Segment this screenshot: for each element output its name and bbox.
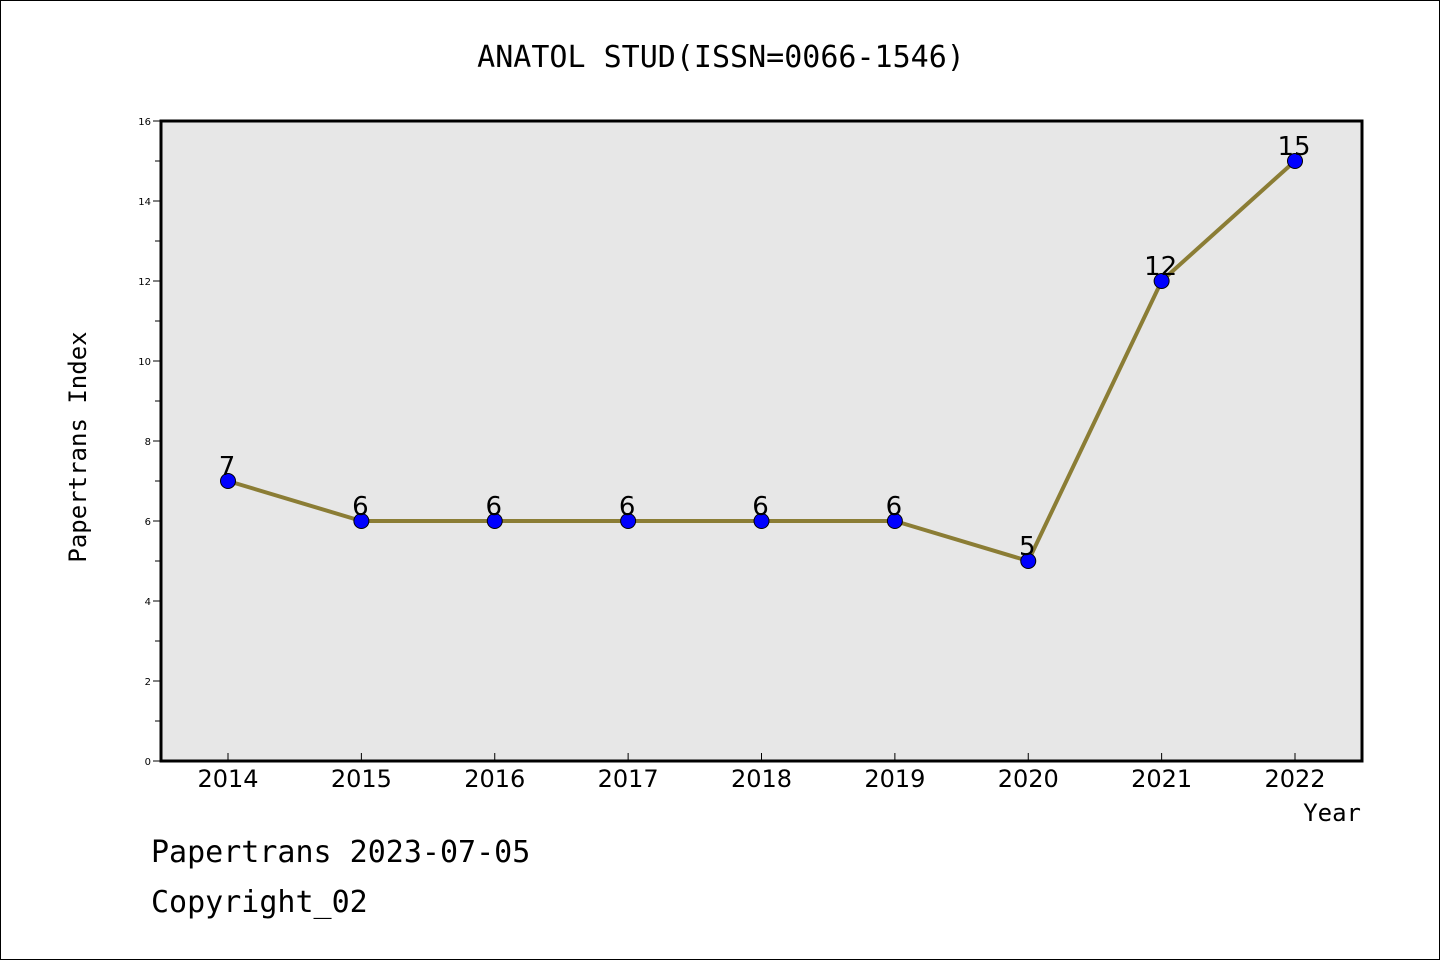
plot-border	[159, 119, 1364, 763]
data-label: 12	[1144, 252, 1177, 282]
data-label: 6	[619, 492, 636, 522]
data-point	[886, 513, 903, 529]
y-tick-label: 8	[145, 437, 151, 448]
y-axis-ticks: 0 2 4 6 8 10 12 14 16	[138, 117, 161, 768]
data-point	[220, 473, 236, 489]
data-label: 6	[485, 492, 502, 522]
x-tick-label: 2022	[1264, 765, 1325, 793]
footer-date-line: Papertrans 2023-07-05	[151, 835, 531, 870]
x-tick-label: 2018	[731, 765, 792, 793]
y-tick-label: 2	[145, 677, 151, 688]
plot-area	[161, 121, 1362, 761]
y-tick-label: 14	[138, 197, 151, 208]
data-point	[620, 513, 637, 529]
x-tick-label: 2020	[998, 765, 1059, 793]
chart-title: ANATOL STUD(ISSN=0066-1546)	[477, 40, 965, 75]
x-tick-label: 2017	[598, 765, 659, 793]
y-tick-label: 4	[145, 597, 151, 608]
data-point	[486, 513, 503, 529]
x-tick-label: 2014	[197, 765, 258, 793]
data-label: 15	[1277, 132, 1310, 162]
data-point	[1153, 273, 1170, 289]
data-point	[1287, 153, 1303, 169]
data-label: 6	[352, 492, 369, 522]
y-tick-label: 0	[145, 757, 151, 768]
y-axis-label: Papertrans Index	[64, 331, 92, 562]
footer-copyright-line: Copyright_02	[151, 885, 368, 920]
y-tick-label: 12	[138, 277, 151, 288]
y-tick-label: 10	[138, 357, 151, 368]
x-tick-label: 2016	[464, 765, 525, 793]
data-label-layer: 7 6 6 6 6 6 5 12 15	[219, 132, 1311, 562]
data-point	[753, 513, 770, 529]
x-tick-label: 2015	[331, 765, 392, 793]
data-point	[1020, 553, 1037, 569]
y-tick-label: 16	[138, 117, 151, 128]
data-point	[353, 513, 370, 529]
y-tick-label: 6	[145, 517, 151, 528]
marker-layer	[220, 153, 1303, 569]
x-tick-label: 2021	[1131, 765, 1192, 793]
data-label: 5	[1019, 532, 1036, 562]
x-tick-label: 2019	[864, 765, 925, 793]
x-axis-ticks: 2014 2015 2016 2017 2018 2019 2020 2021 2022	[197, 753, 1326, 793]
data-label: 6	[752, 492, 769, 522]
data-label: 7	[219, 452, 236, 482]
x-axis-label: Year	[1303, 799, 1361, 827]
data-label: 6	[886, 492, 903, 522]
